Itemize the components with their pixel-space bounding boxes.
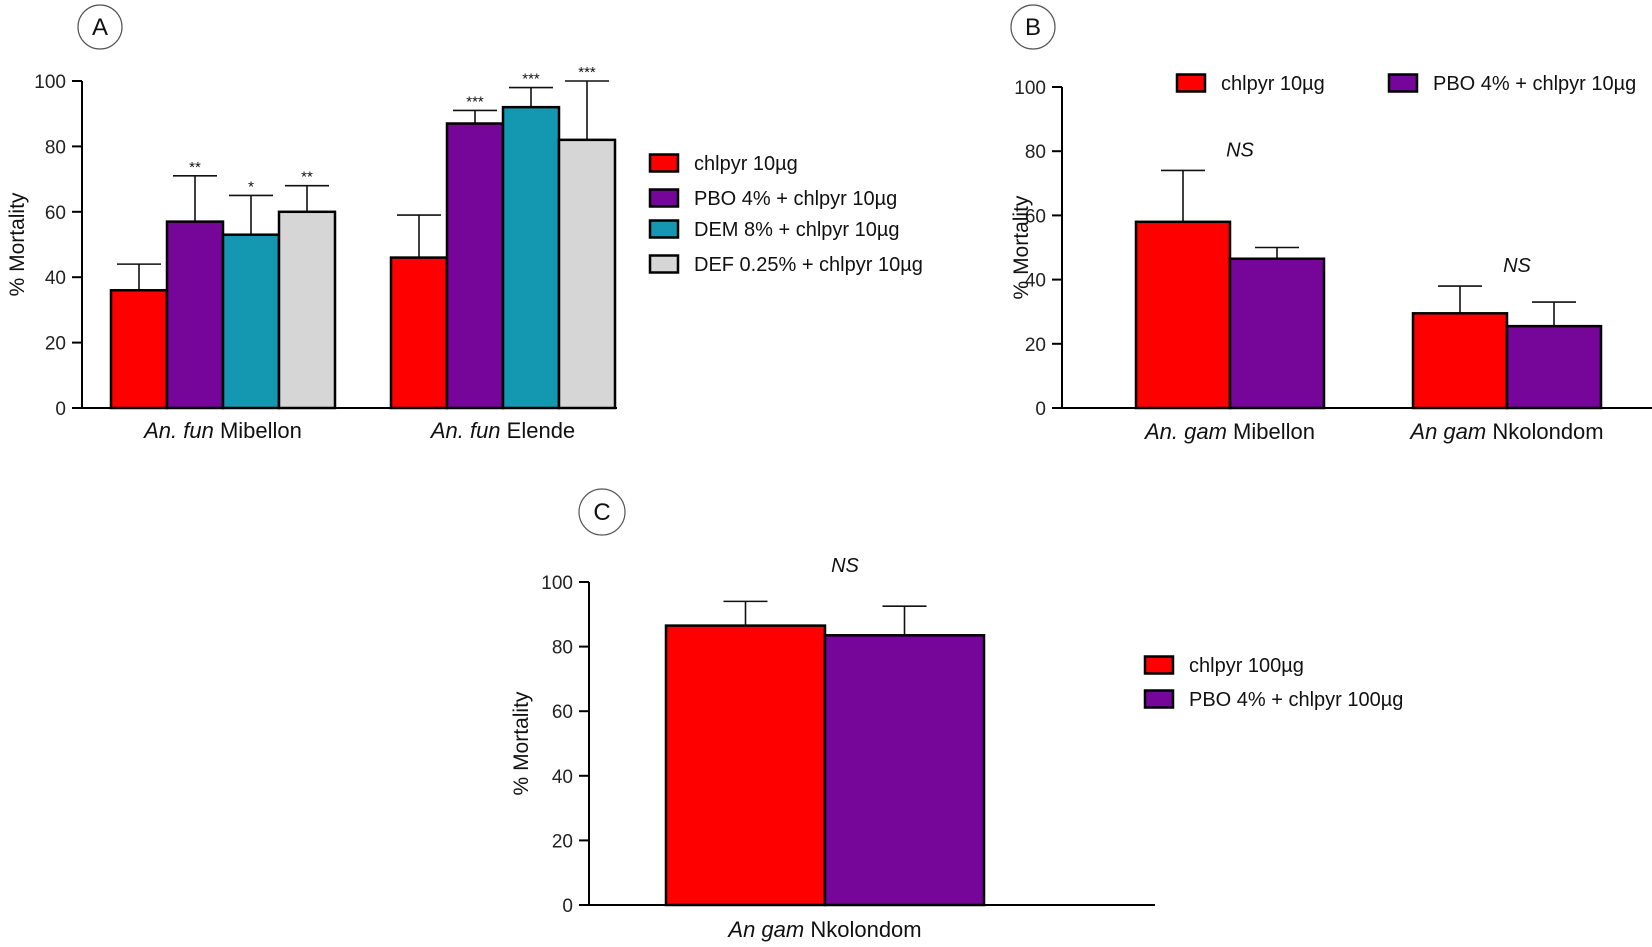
bar [445, 122, 505, 410]
bar [1228, 257, 1326, 410]
legend-swatch [648, 219, 680, 239]
x-category-label-site: Elende [501, 418, 576, 443]
bar [165, 220, 225, 410]
x-category-label-site: Nkolondom [804, 917, 921, 942]
x-category-label-site: Mibellon [1227, 419, 1315, 444]
x-category-label: An. fun Mibellon [142, 418, 302, 443]
legend-label: PBO 4% + chlpyr 100µg [1189, 689, 1403, 711]
y-tick-label: 100 [34, 72, 66, 93]
panel-label-circle [77, 4, 123, 50]
bar [221, 233, 281, 410]
x-category-label: An gam Nkolondom [1408, 419, 1603, 444]
legend-swatch [1143, 689, 1175, 709]
legend-swatch [648, 153, 680, 173]
legend: chlpyr 10µg PBO 4% + chlpyr 10µg [1175, 73, 1636, 95]
legend: chlpyr 10µg PBO 4% + chlpyr 10µg DEM 8% + … [648, 153, 923, 276]
bar [389, 256, 449, 410]
bar [823, 634, 986, 907]
legend-label: DEM 8% + chlpyr 10µg [694, 219, 900, 241]
x-category-label-species: An. fun [429, 418, 501, 443]
y-tick-label: 100 [541, 573, 573, 594]
significance-label: *** [522, 71, 540, 88]
legend-label: DEF 0.25% + chlpyr 10µg [694, 254, 923, 276]
bar [664, 624, 827, 907]
x-category-label-species: An gam [726, 917, 804, 942]
legend-swatch [1143, 655, 1175, 675]
legend-swatch [1387, 73, 1419, 93]
bar [1411, 312, 1509, 410]
bar [557, 138, 617, 410]
y-tick-label: 80 [552, 638, 573, 659]
x-category-label-species: An gam [1408, 419, 1486, 444]
significance-label: NS [1226, 139, 1254, 161]
y-tick-label: 60 [45, 203, 66, 224]
x-category-label: An gam Nkolondom [726, 917, 921, 942]
significance-label: *** [466, 93, 484, 110]
legend-swatch [648, 254, 680, 274]
legend-swatch [648, 188, 680, 208]
significance-label: NS [1503, 255, 1531, 277]
bar [109, 289, 169, 410]
legend-label: chlpyr 10µg [694, 153, 798, 175]
panel-label: C [593, 499, 610, 526]
x-category-label: An. fun Elende [429, 418, 575, 443]
y-tick-label: 0 [562, 896, 573, 917]
y-tick-label: 40 [1025, 271, 1046, 292]
significance-label: *** [578, 64, 596, 81]
y-tick-label: 60 [552, 702, 573, 723]
y-tick-label: 80 [45, 137, 66, 158]
significance-label: NS [831, 555, 859, 577]
bar [1134, 220, 1232, 410]
x-category-label-site: Mibellon [214, 418, 302, 443]
panel-label: B [1025, 14, 1041, 41]
legend-label: PBO 4% + chlpyr 10µg [1433, 73, 1636, 95]
x-category-label-site: Nkolondom [1486, 419, 1603, 444]
y-tick-label: 20 [45, 334, 66, 355]
y-tick-label: 40 [552, 767, 573, 788]
y-axis-title: % Mortality [6, 192, 29, 296]
x-category-label-species: An. fun [142, 418, 214, 443]
x-category-label: An. gam Mibellon [1143, 419, 1315, 444]
significance-label: ** [301, 169, 313, 186]
legend-label: chlpyr 100µg [1189, 655, 1304, 677]
bar [277, 210, 337, 410]
panel-label-circle [1010, 4, 1056, 50]
y-tick-label: 40 [45, 268, 66, 289]
legend-label: PBO 4% + chlpyr 10µg [694, 188, 897, 210]
y-axis-title: % Mortality [1010, 195, 1033, 299]
y-tick-label: 20 [552, 831, 573, 852]
significance-label: ** [189, 159, 201, 176]
panel-label-circle [578, 488, 626, 536]
y-tick-label: 100 [1014, 78, 1046, 99]
bar [501, 105, 561, 410]
panel-label: A [92, 14, 108, 41]
y-axis-title: % Mortality [510, 691, 533, 795]
y-tick-label: 0 [55, 399, 66, 420]
panel-c: C 0 20 40 60 80 100 % Mortality An gam Nkolondom… [510, 488, 1403, 942]
panel-b: B 0 20 40 60 80 100 % Mortality An. gam Mibellon… [1010, 4, 1652, 444]
y-tick-label: 0 [1035, 399, 1046, 420]
y-tick-label: 80 [1025, 142, 1046, 163]
legend: chlpyr 100µg PBO 4% + chlpyr 100µg [1143, 655, 1403, 711]
bar [1505, 324, 1603, 410]
legend-label: chlpyr 10µg [1221, 73, 1325, 95]
significance-label: * [248, 178, 254, 195]
legend-swatch [1175, 73, 1207, 93]
x-category-label-species: An. gam [1143, 419, 1227, 444]
y-tick-label: 20 [1025, 335, 1046, 356]
y-tick-label: 60 [1025, 206, 1046, 227]
